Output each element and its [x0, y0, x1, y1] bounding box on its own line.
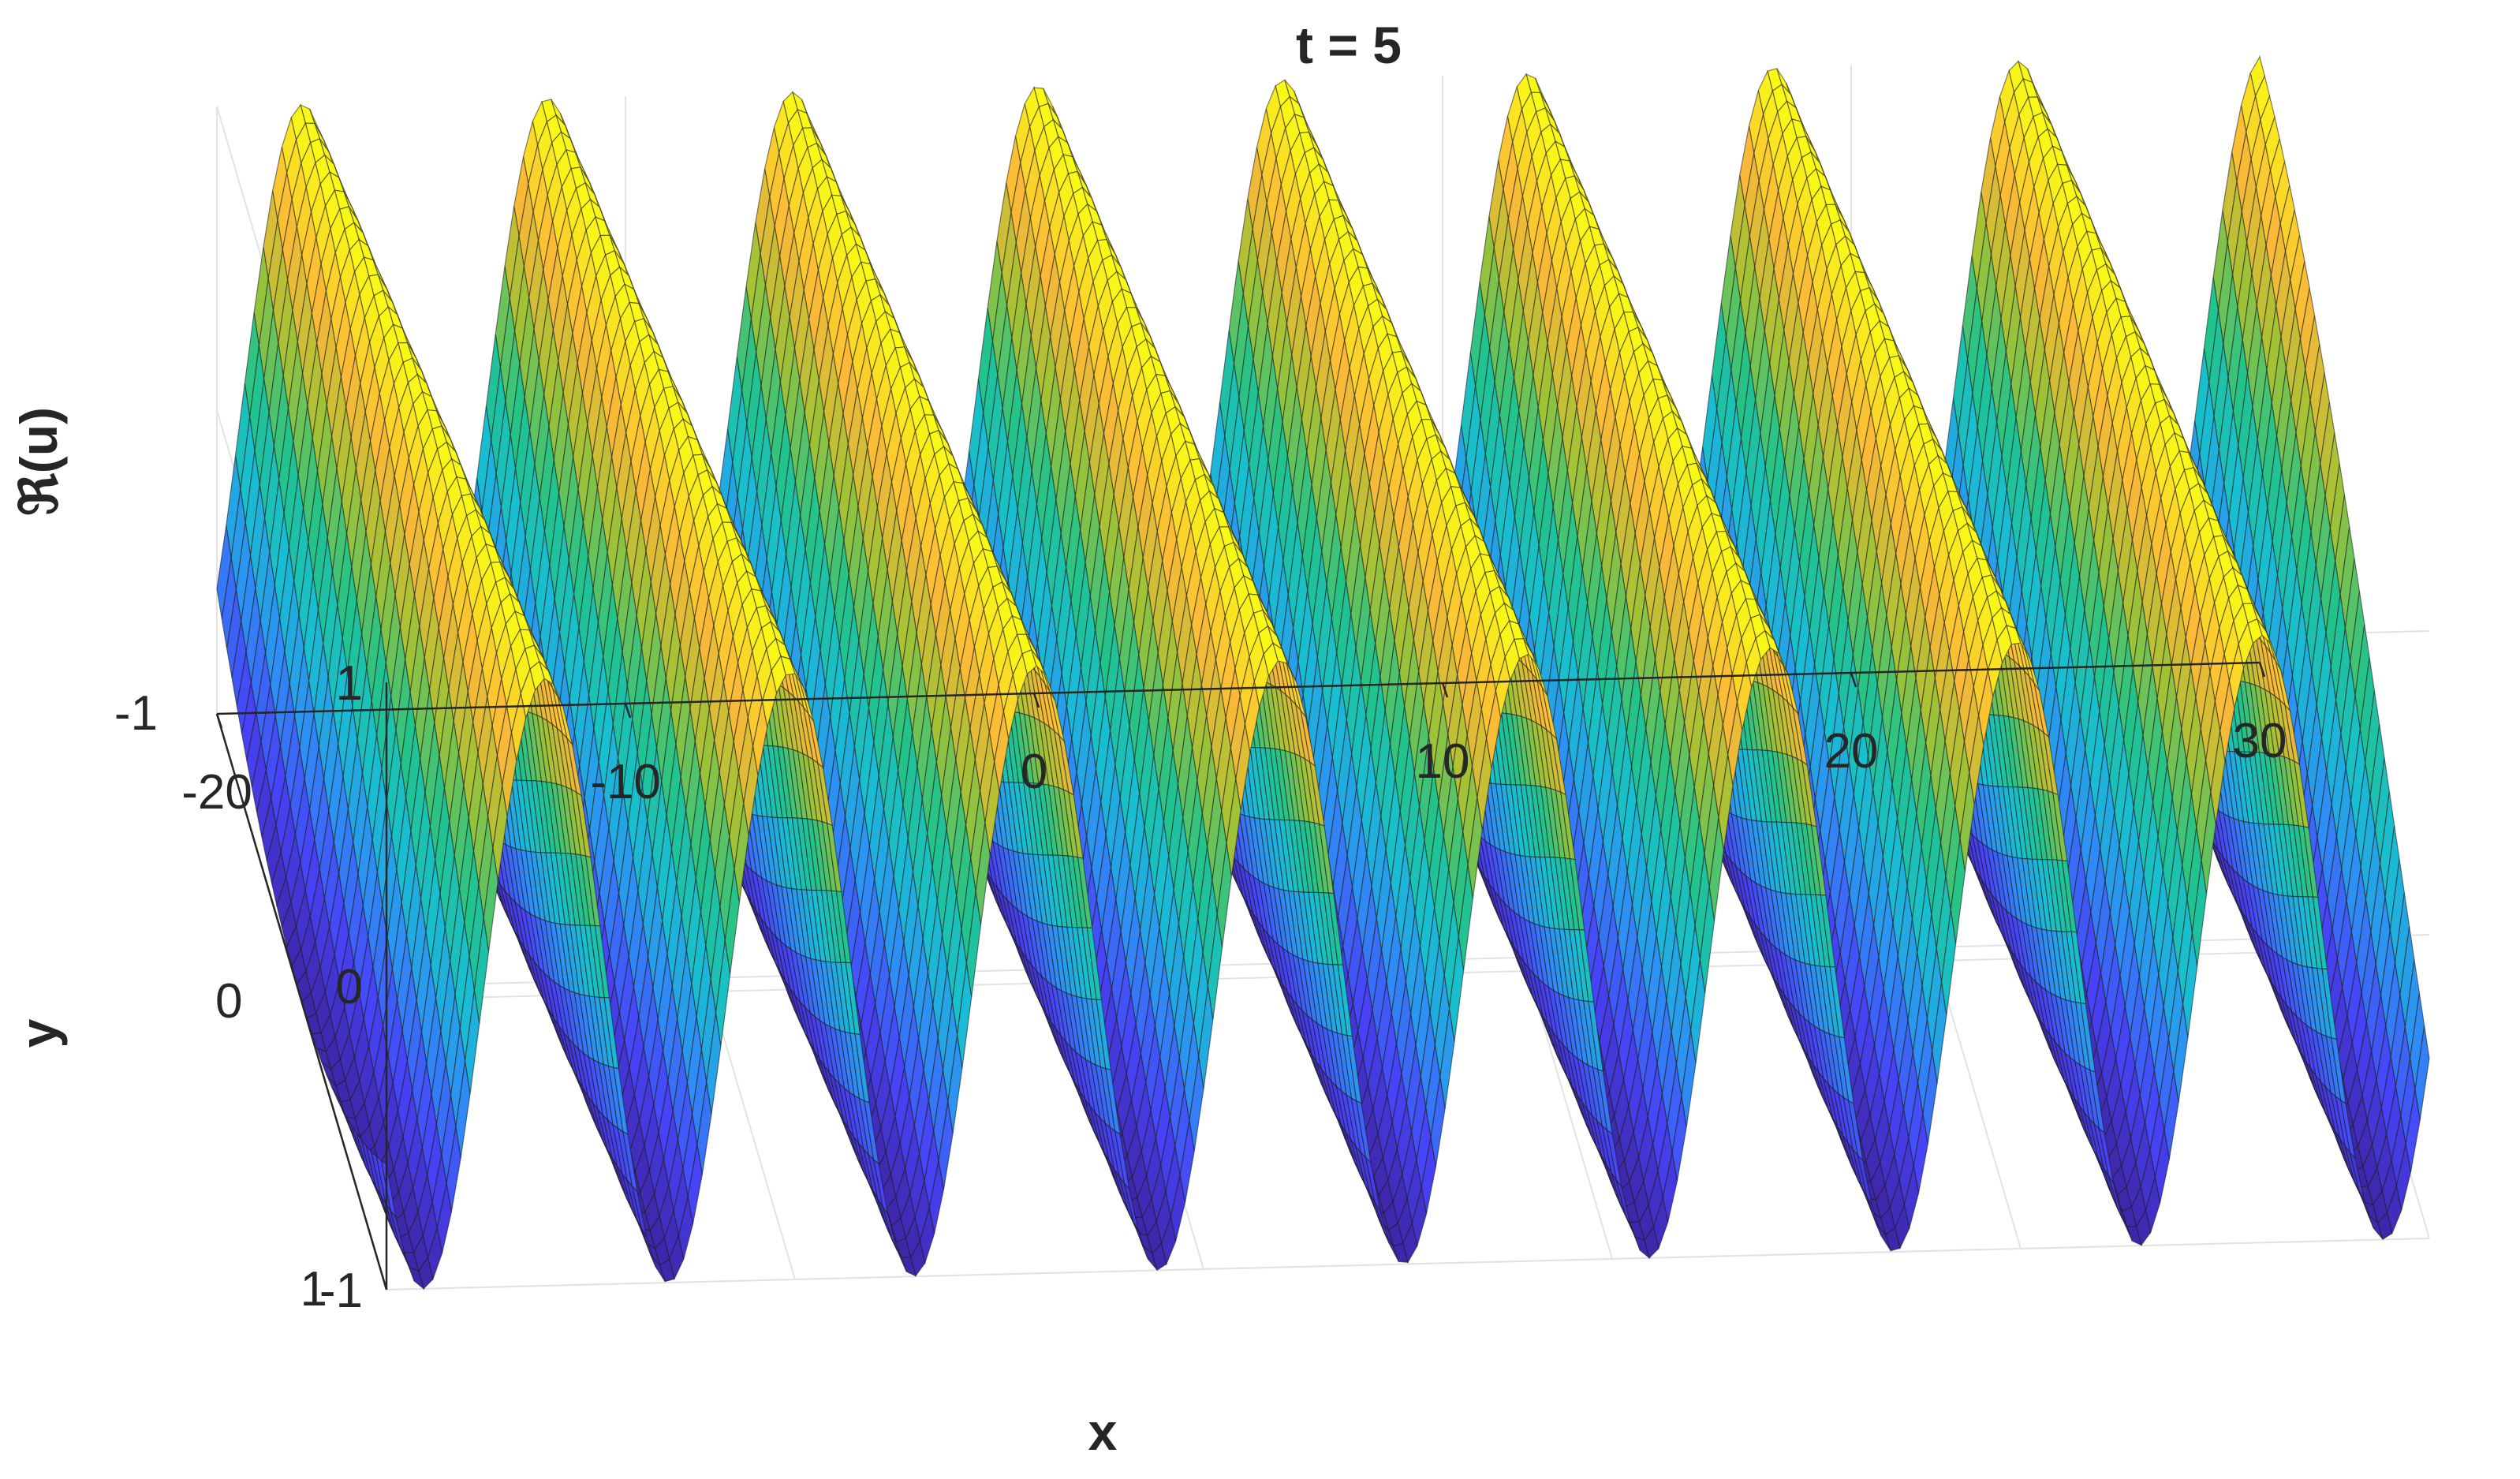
grid-line-z — [386, 1238, 2430, 1290]
surface-mesh — [216, 55, 2430, 1290]
